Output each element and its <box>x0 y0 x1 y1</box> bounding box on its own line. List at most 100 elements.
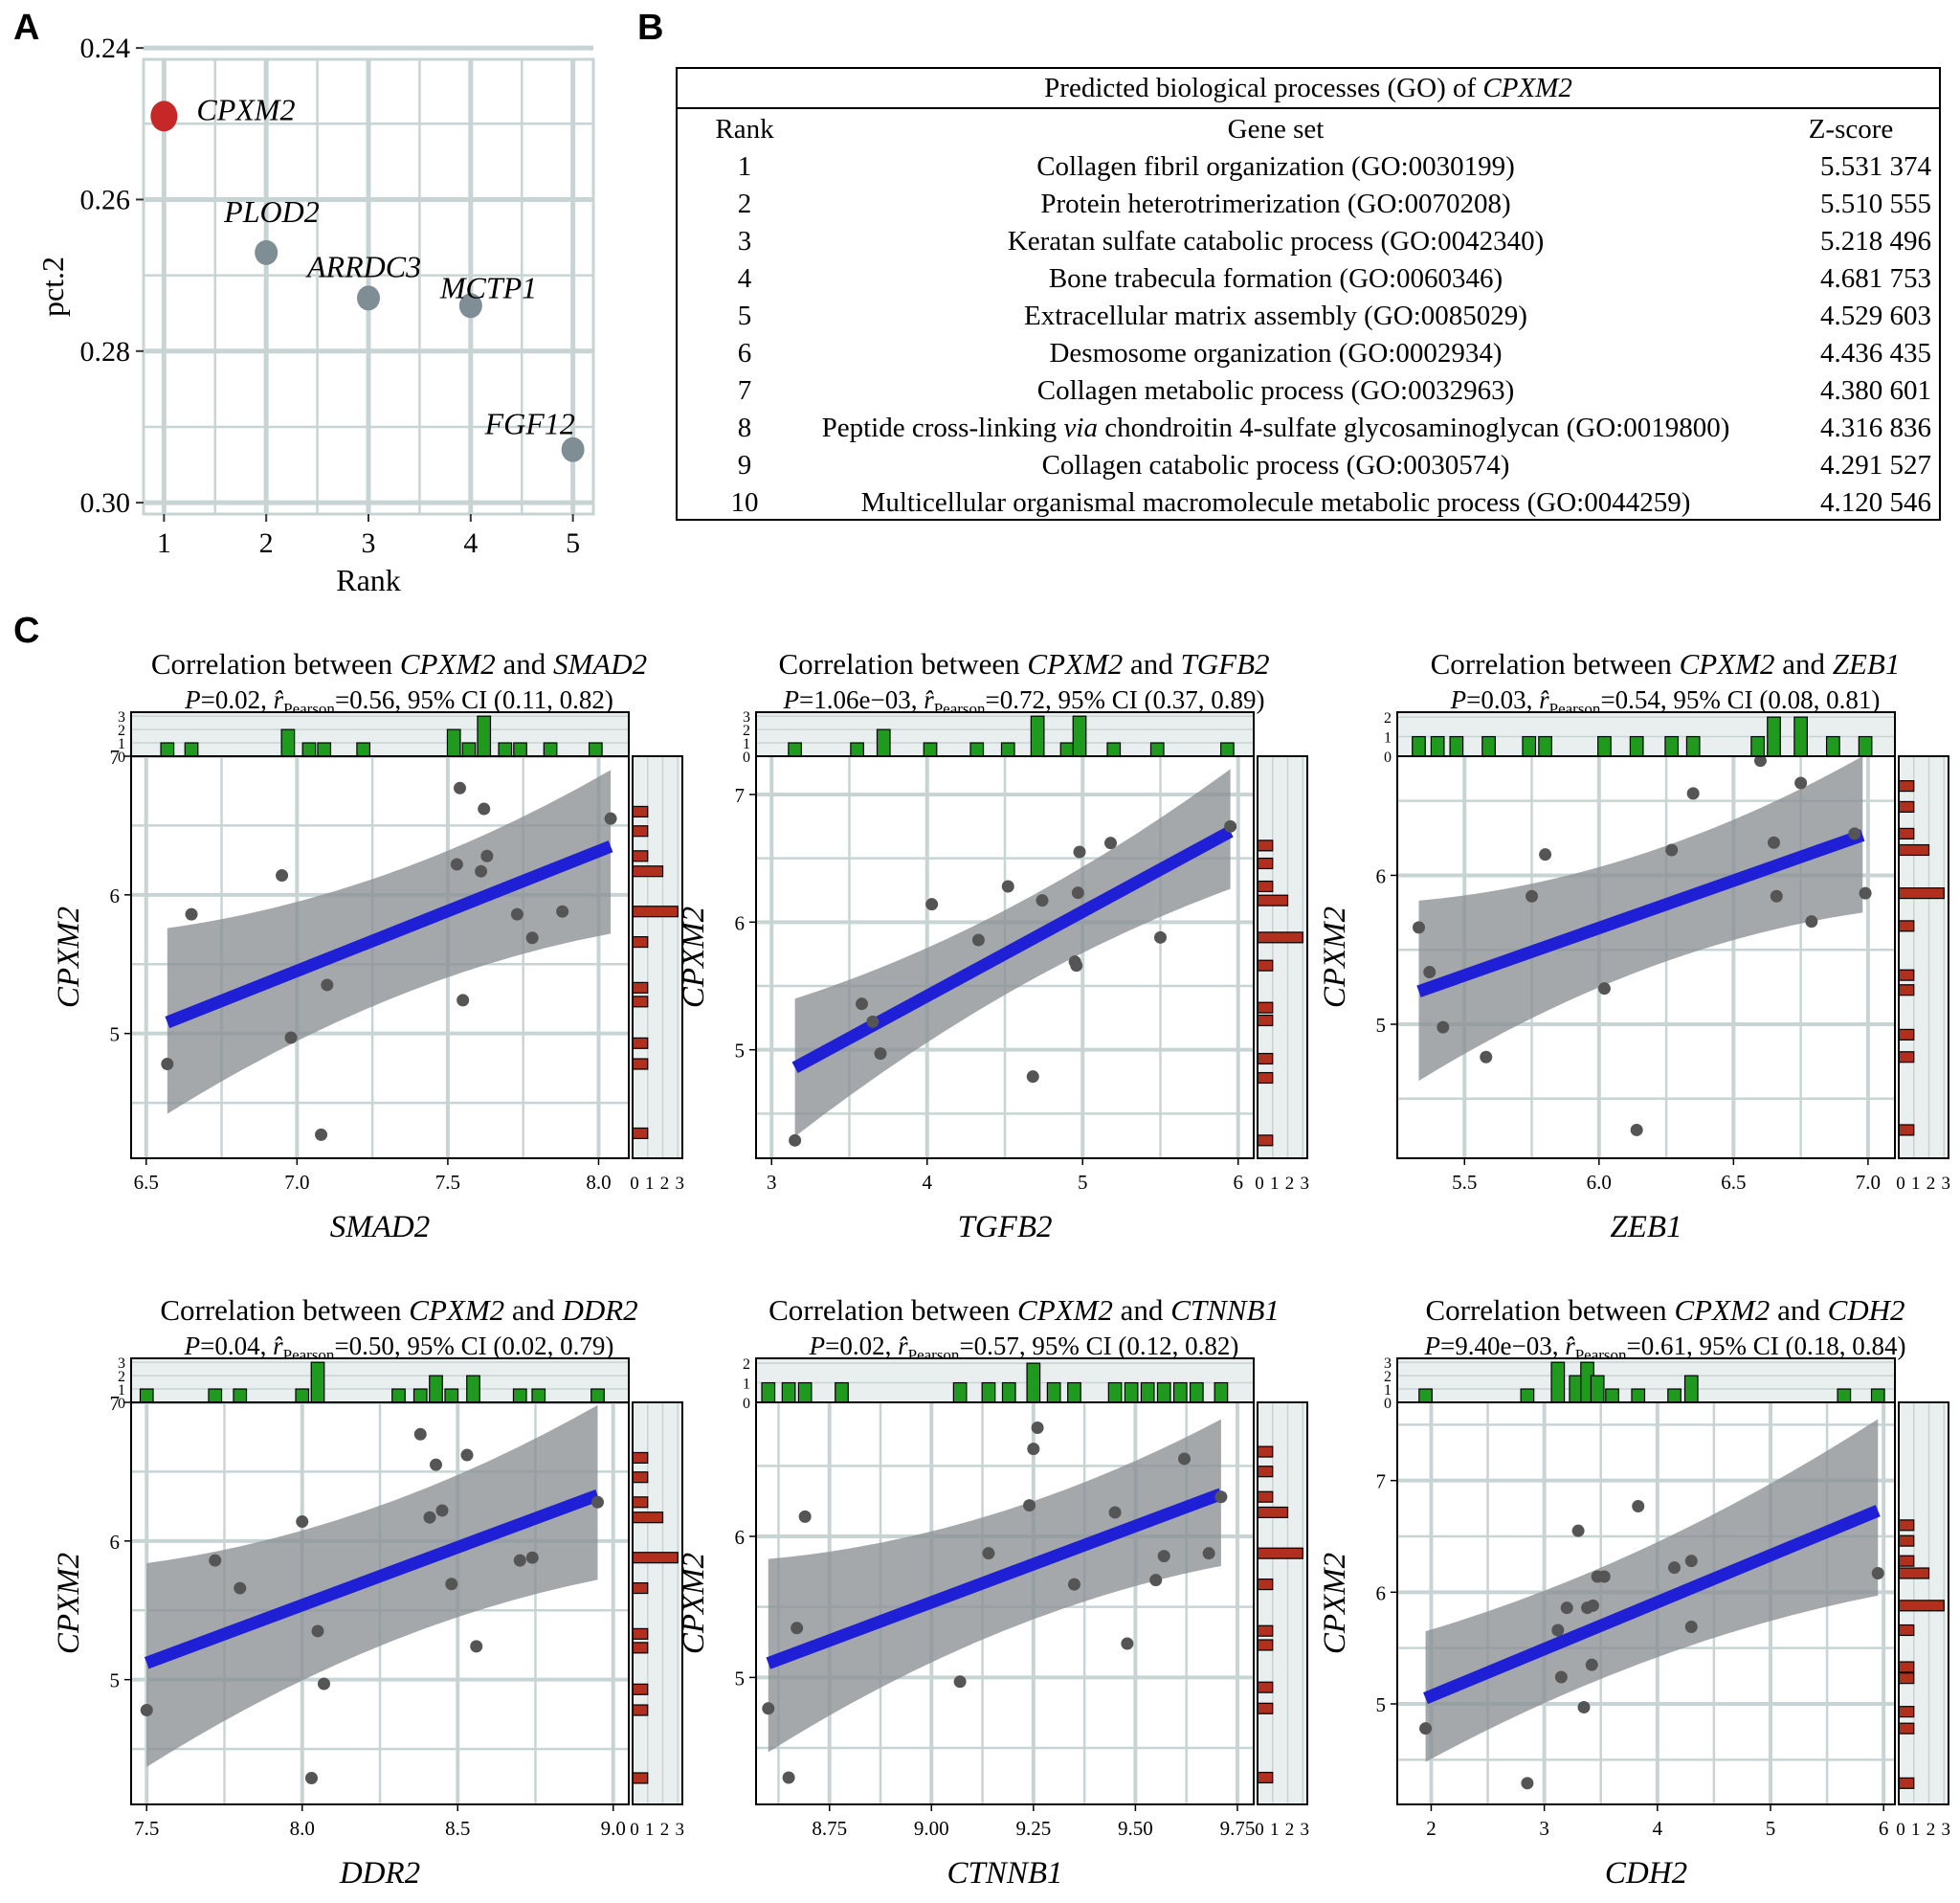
data-point <box>1419 1722 1433 1735</box>
data-point <box>454 781 467 795</box>
correlation-plot-zeb1: Correlation between CPXM2 and ZEB1 P=0.03… <box>1318 647 1950 1244</box>
go-header-z-score: Z-score <box>1808 114 1894 145</box>
top-hist-tick-label: 2 <box>118 723 125 739</box>
top-hist-bar <box>1412 735 1426 757</box>
side-hist-bar <box>632 981 649 994</box>
top-hist-background <box>1397 712 1895 756</box>
go-table-row: 1 Collagen fibril organization (GO:003019… <box>678 148 1939 186</box>
stats-r-symbol: r̂ <box>898 1332 908 1360</box>
top-hist-bar <box>1430 735 1445 757</box>
y-tick-label: 6 <box>735 1526 746 1549</box>
top-hist-bar <box>590 1388 605 1403</box>
top-hist-tick-label: 2 <box>743 723 750 739</box>
side-hist-bar <box>1257 1001 1274 1014</box>
correlation-plot-cdh2: Correlation between CPXM2 and CDH2 P=9.40… <box>1318 1293 1951 1891</box>
stats-r-value: =0.56, 95% CI (0.11, 0.82) <box>335 685 613 714</box>
x-tick-label: 6 <box>1879 1817 1889 1840</box>
top-hist-bar <box>1605 1388 1619 1403</box>
side-hist-bar <box>1257 1624 1274 1637</box>
y-tick-label: 5 <box>110 1023 121 1046</box>
stats-p-value: =9.40e−03, <box>1440 1332 1565 1360</box>
go-row-z-score: 4.380 601 <box>1820 375 1931 406</box>
y-tick-label: 6 <box>110 884 121 907</box>
top-hist-bar <box>391 1388 406 1403</box>
top-hist-bar <box>1793 716 1808 757</box>
x-tick-label: 7.0 <box>1856 1171 1881 1194</box>
stats-p-symbol: P <box>184 1332 201 1360</box>
x-axis-title: CTNNB1 <box>947 1856 1062 1891</box>
data-point <box>1577 1701 1591 1713</box>
stats-r-value: =0.72, 95% CI (0.37, 0.89) <box>986 685 1265 714</box>
data-point <box>1154 930 1167 944</box>
title-gene-x: DDR2 <box>561 1293 637 1327</box>
side-hist-tick-label: 3 <box>1301 1820 1310 1840</box>
side-hist-tick-label: 0 <box>630 1820 639 1840</box>
top-hist-bar <box>923 742 938 757</box>
data-point <box>470 1640 483 1653</box>
title-gene-y: CPXM2 <box>409 1293 504 1327</box>
top-hist-bar <box>876 728 891 757</box>
side-hist-bar <box>1257 1506 1289 1519</box>
y-axis-title: CPXM2 <box>1318 1553 1352 1654</box>
data-point <box>1202 1547 1215 1560</box>
gene-point-label: CPXM2 <box>196 92 295 126</box>
side-hist-bar <box>632 1511 664 1524</box>
data-point <box>305 1771 318 1784</box>
top-hist-bar <box>531 1388 546 1403</box>
go-row-rank: 9 <box>737 450 752 481</box>
top-hist-bar <box>184 742 199 757</box>
side-hist-bar <box>1898 1555 1915 1567</box>
side-hist-bar <box>1898 780 1915 793</box>
y-tick-label: 7 <box>110 1392 121 1415</box>
confidence-band <box>167 770 612 1114</box>
go-row-gene-set: Multicellular organismal macromolecule m… <box>860 487 1691 518</box>
data-point <box>1585 1658 1598 1671</box>
data-point <box>435 1504 449 1517</box>
y-axis-title: CPXM2 <box>677 907 711 1008</box>
stats-p-value: =0.02, <box>825 1332 898 1360</box>
data-point <box>1684 1621 1698 1633</box>
side-hist-bar <box>1898 1706 1915 1718</box>
data-point <box>510 907 523 921</box>
data-point <box>1665 843 1679 857</box>
x-axis-title: Rank <box>336 563 401 597</box>
top-hist-bar <box>1418 1388 1433 1403</box>
y-tick-label: 6 <box>1376 864 1387 887</box>
side-hist-tick-label: 3 <box>1942 1820 1951 1840</box>
top-hist-bar <box>1449 735 1464 757</box>
top-hist-bar <box>1107 1381 1123 1403</box>
x-tick-label: 3 <box>1539 1817 1549 1840</box>
data-point <box>1521 1777 1534 1790</box>
top-hist-bar <box>1000 742 1015 757</box>
scatter-area <box>756 756 1254 1158</box>
data-point <box>1073 845 1086 859</box>
data-point <box>1437 1020 1450 1034</box>
data-point <box>1036 894 1049 907</box>
side-hist-tick-label: 1 <box>1270 1820 1280 1840</box>
top-hist-bar <box>835 1381 849 1403</box>
go-row-gene-set: Extracellular matrix assembly (GO:008502… <box>1024 301 1527 331</box>
rank-pct2-scatter-chart: 1 2 3 4 5 0.24 0.26 0.28 0.30 Rank pct.2 CPXM2 PLOD2… <box>35 33 595 597</box>
side-hist-bar <box>632 936 649 949</box>
go-table-row: 6 Desmosome organization (GO:0002934) 4.43… <box>678 335 1939 372</box>
y-axis-title: CPXM2 <box>52 1553 86 1654</box>
data-point <box>925 898 939 911</box>
data-point <box>1070 959 1083 973</box>
go-header-gene-set: Gene set <box>1227 114 1325 145</box>
side-hist-bar <box>632 1582 649 1595</box>
data-point <box>457 994 470 1007</box>
top-hist-bar <box>446 728 461 757</box>
side-hist-bar <box>1257 1681 1274 1693</box>
data-point <box>856 997 868 1011</box>
title-and: and <box>496 647 553 681</box>
correlation-plot-ctnnb1: Correlation between CPXM2 and CTNNB1P=0.… <box>677 1293 1310 1891</box>
x-tick-label: 1 <box>157 527 171 559</box>
side-hist-bar <box>632 1471 649 1484</box>
x-tick-label: 8.5 <box>445 1817 470 1840</box>
x-tick-label: 6.5 <box>1721 1171 1746 1194</box>
x-tick-label: 9.00 <box>914 1817 949 1840</box>
side-hist-bar <box>1898 1722 1915 1735</box>
top-hist-border <box>130 1357 630 1403</box>
title-gene-y: CPXM2 <box>1680 647 1775 681</box>
scatter-area <box>131 756 629 1158</box>
